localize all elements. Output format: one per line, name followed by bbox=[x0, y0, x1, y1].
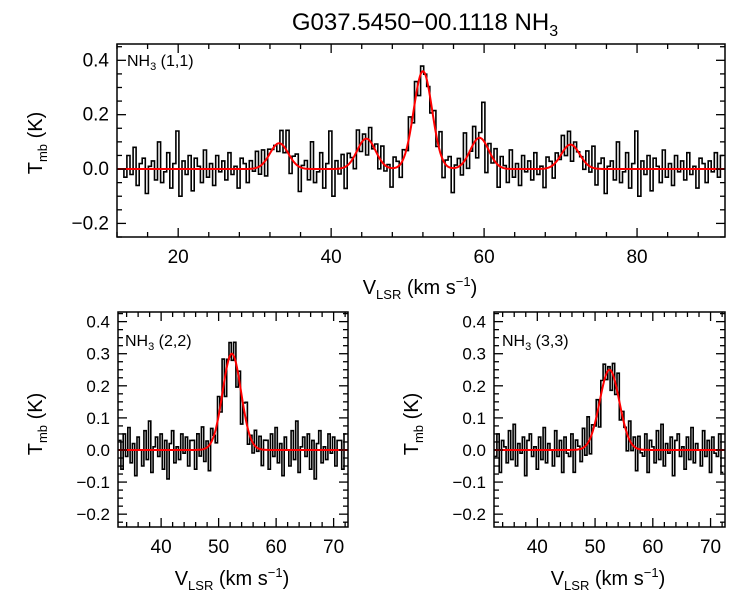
figure-title: G037.5450−00.1118 NH3 bbox=[292, 9, 558, 40]
panel-nh3-11: 20 40 60 80 −0.2 0.0 0.2 0.4 NH3 (1,1) VLSR (km… bbox=[25, 43, 726, 302]
x-axis-label-bl: VLSR (km s−1) bbox=[175, 565, 290, 593]
y-tick-label-top: 0.2 bbox=[83, 105, 109, 126]
fit-curve-top bbox=[117, 70, 725, 170]
x-tick-label-br: 50 bbox=[584, 537, 605, 558]
x-tick-label-top: 80 bbox=[626, 247, 647, 268]
x-tick-label-bl: 60 bbox=[266, 537, 287, 558]
panel-label-nh3-33: NH3 (3,3) bbox=[502, 333, 569, 353]
plot-frame-br bbox=[493, 311, 726, 528]
x-tick-label-top: 20 bbox=[168, 247, 189, 268]
fit-curve-bl bbox=[118, 352, 348, 451]
x-tick-label-top: 60 bbox=[474, 247, 495, 268]
panel-nh3-22: 40 50 60 70 −0.2 −0.1 0.0 0.1 0.2 0.3 0.4 NH3 (2,2… bbox=[25, 311, 349, 593]
y-axis-label-top: Tmb (K) bbox=[25, 112, 50, 175]
x-tick-label-br: 40 bbox=[527, 537, 548, 558]
y-tick-label-bl: −0.1 bbox=[76, 473, 110, 492]
plot-area-nh3-22: 40 50 60 70 −0.2 −0.1 0.0 0.1 0.2 0.3 0.4 bbox=[76, 311, 349, 558]
x-tick-label-top: 40 bbox=[321, 247, 342, 268]
y-tick-label-bl: −0.2 bbox=[76, 505, 110, 524]
y-axis-label-br: Tmb (K) bbox=[401, 393, 426, 456]
x-tick-label-br: 70 bbox=[700, 537, 721, 558]
y-tick-label-br: 0.3 bbox=[462, 345, 486, 364]
y-tick-label-bl: 0.4 bbox=[86, 313, 110, 332]
spectrum-br bbox=[494, 362, 724, 477]
y-axis-label-bl: Tmb (K) bbox=[25, 393, 50, 456]
x-tick-label-bl: 70 bbox=[323, 537, 344, 558]
y-tick-label-br: −0.1 bbox=[452, 473, 486, 492]
x-axis-label-top: VLSR (km s−1) bbox=[363, 274, 478, 302]
plot-frame-bl bbox=[117, 311, 349, 528]
plot-area-nh3-33: 40 50 60 70 −0.2 −0.1 0.0 0.1 0.2 0.3 0.4 bbox=[452, 311, 726, 558]
y-tick-label-bl: 0.1 bbox=[86, 409, 110, 428]
plot-frame-top bbox=[116, 43, 726, 238]
y-tick-label-br: 0.2 bbox=[462, 377, 486, 396]
y-tick-label-top: 0.0 bbox=[83, 159, 109, 180]
x-axis-label-br: VLSR (km s−1) bbox=[551, 565, 666, 593]
y-tick-label-br: 0.4 bbox=[462, 313, 486, 332]
panel-label-nh3-22: NH3 (2,2) bbox=[125, 333, 192, 353]
x-tick-label-br: 60 bbox=[642, 537, 663, 558]
y-tick-label-bl: 0.0 bbox=[86, 441, 110, 460]
y-tick-label-bl: 0.3 bbox=[86, 345, 110, 364]
panel-nh3-33: 40 50 60 70 −0.2 −0.1 0.0 0.1 0.2 0.3 0.4 NH3 (3,3… bbox=[401, 311, 726, 593]
x-tick-label-bl: 50 bbox=[208, 537, 229, 558]
y-tick-label-top: 0.4 bbox=[83, 50, 110, 71]
y-tick-label-br: −0.2 bbox=[452, 505, 486, 524]
plot-area-nh3-11: 20 40 60 80 −0.2 0.0 0.2 0.4 bbox=[71, 43, 726, 268]
spectrum-bl bbox=[118, 341, 347, 480]
fit-curve-br bbox=[494, 368, 725, 451]
spectrum-top bbox=[120, 65, 724, 197]
y-tick-label-top: −0.2 bbox=[71, 213, 109, 234]
x-tick-label-bl: 40 bbox=[151, 537, 172, 558]
y-tick-label-br: 0.1 bbox=[462, 409, 486, 428]
y-tick-label-bl: 0.2 bbox=[86, 377, 110, 396]
y-tick-label-br: 0.0 bbox=[462, 441, 486, 460]
panel-label-nh3-11: NH3 (1,1) bbox=[127, 53, 194, 73]
